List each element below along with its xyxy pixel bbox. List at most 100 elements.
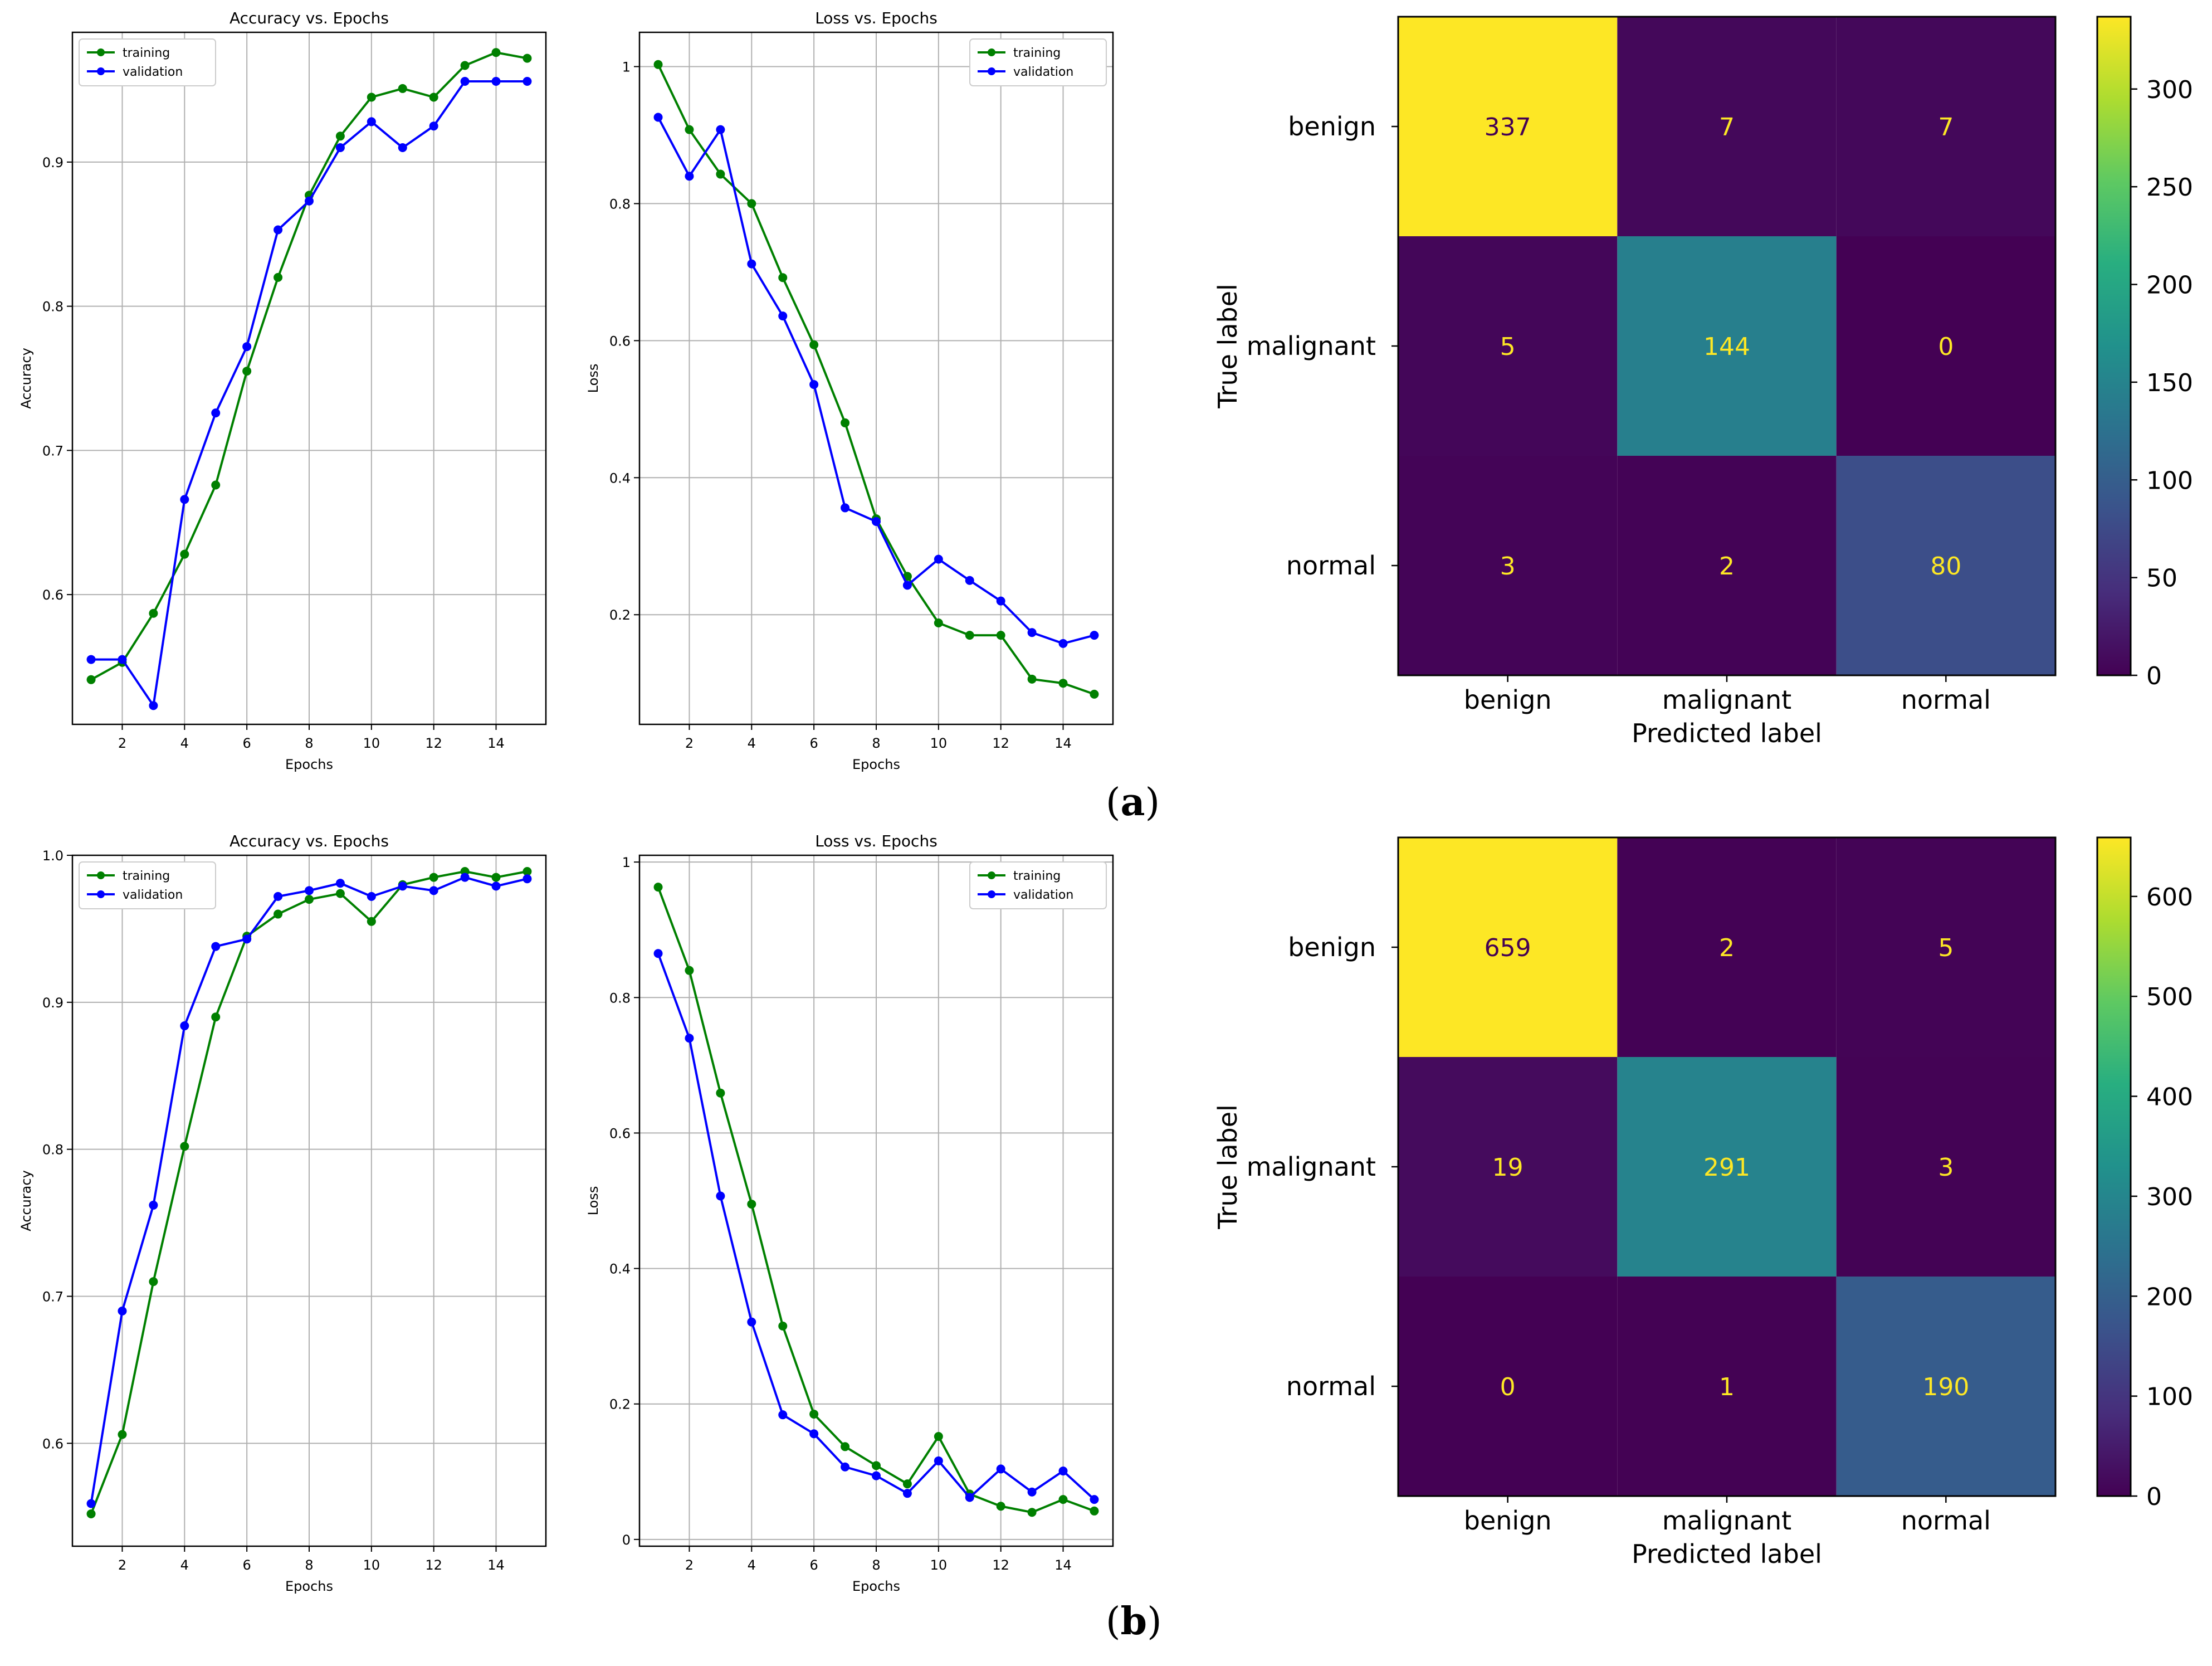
legend-label: validation bbox=[1013, 65, 1073, 79]
cell-value: 3 bbox=[1938, 1153, 1954, 1182]
data-point-validation bbox=[398, 143, 407, 152]
x-tick-label: 10 bbox=[363, 1557, 380, 1573]
heatmap-cell bbox=[1617, 456, 1837, 675]
data-point-training bbox=[398, 84, 407, 93]
y-tick-label: 0.6 bbox=[42, 587, 64, 603]
data-point-training bbox=[242, 367, 252, 376]
cell-value: 19 bbox=[1492, 1153, 1524, 1182]
colorbar-tick-label: 0 bbox=[2146, 662, 2162, 690]
row-label: normal bbox=[1286, 551, 1376, 581]
colorbar-tick-label: 200 bbox=[2146, 1283, 2193, 1311]
x-tick-label: 12 bbox=[992, 1557, 1009, 1573]
x-tick-label: 10 bbox=[930, 1557, 948, 1573]
colorbar-tick-label: 100 bbox=[2146, 1383, 2193, 1411]
legend-swatch-marker bbox=[988, 48, 995, 56]
y-tick-label: 0.2 bbox=[609, 1397, 631, 1412]
data-point-training bbox=[429, 873, 438, 882]
data-point-validation bbox=[429, 886, 438, 895]
data-point-validation bbox=[242, 342, 252, 352]
data-point-validation bbox=[1027, 628, 1037, 637]
cell-value: 2 bbox=[1719, 552, 1735, 581]
data-point-training bbox=[1090, 689, 1099, 699]
data-point-validation bbox=[809, 1429, 819, 1439]
colorbar-tick-label: 100 bbox=[2146, 466, 2193, 495]
column-label: benign bbox=[1464, 685, 1552, 715]
data-point-validation bbox=[996, 596, 1005, 606]
data-point-validation bbox=[872, 517, 881, 527]
data-point-validation bbox=[778, 1410, 788, 1420]
legend-swatch-marker bbox=[97, 48, 105, 56]
y-axis-label: Accuracy bbox=[18, 348, 34, 409]
data-point-training bbox=[778, 273, 788, 282]
cell-value: 190 bbox=[1922, 1373, 1969, 1401]
data-point-validation bbox=[747, 1317, 756, 1327]
data-point-training bbox=[1090, 1506, 1099, 1516]
colorbar bbox=[2096, 16, 2132, 676]
legend-box bbox=[79, 861, 216, 909]
data-point-validation bbox=[523, 76, 532, 86]
data-point-training bbox=[965, 631, 974, 640]
data-point-validation bbox=[274, 225, 283, 235]
x-axis-label: Epochs bbox=[852, 757, 900, 772]
x-axis-label: Predicted label bbox=[1632, 718, 1822, 748]
heatmap-cell bbox=[1836, 1057, 2055, 1277]
x-tick-label: 8 bbox=[872, 1557, 880, 1573]
x-axis-label: Epochs bbox=[852, 1579, 900, 1594]
y-tick-label: 0.8 bbox=[42, 1142, 64, 1158]
x-tick-label: 8 bbox=[872, 735, 880, 751]
colorbar-tick-label: 50 bbox=[2146, 564, 2177, 593]
y-axis-label: Loss bbox=[585, 364, 601, 393]
x-tick-label: 2 bbox=[685, 735, 694, 751]
legend-swatch-marker bbox=[988, 890, 995, 898]
chart-b-loss: 2 4 6 8 10 12 14 0 0.2 0.4 0.6 0.8 1 Loss vs. Epochs E… bbox=[585, 832, 1114, 1594]
data-point-validation bbox=[305, 886, 314, 895]
data-point-training bbox=[523, 53, 532, 63]
data-point-training bbox=[86, 1509, 96, 1518]
x-axis-label: Predicted label bbox=[1632, 1539, 1822, 1569]
data-point-validation bbox=[716, 1191, 725, 1201]
data-point-validation bbox=[523, 874, 532, 884]
x-tick-label: 8 bbox=[305, 735, 313, 751]
x-tick-label: 12 bbox=[425, 1557, 442, 1573]
data-point-training bbox=[934, 1432, 943, 1441]
y-tick-label: 0.6 bbox=[42, 1436, 64, 1451]
y-tick-label: 0.7 bbox=[42, 1289, 64, 1304]
data-point-validation bbox=[305, 196, 314, 206]
data-point-training bbox=[211, 1012, 221, 1022]
y-tick-label: 1 bbox=[622, 59, 631, 75]
cell-value: 7 bbox=[1719, 113, 1735, 142]
data-point-validation bbox=[809, 380, 819, 389]
legend-label: training bbox=[123, 46, 170, 60]
column-label: benign bbox=[1464, 1506, 1552, 1536]
data-point-validation bbox=[841, 1462, 850, 1472]
data-point-validation bbox=[778, 311, 788, 321]
x-tick-label: 10 bbox=[363, 735, 380, 751]
heatmap-cell bbox=[1836, 1277, 2055, 1496]
data-point-validation bbox=[934, 1456, 943, 1465]
cell-value: 5 bbox=[1938, 934, 1954, 962]
x-tick-label: 6 bbox=[810, 1557, 818, 1573]
row-label: benign bbox=[1288, 932, 1376, 962]
x-tick-label: 14 bbox=[1054, 735, 1072, 751]
cell-value: 0 bbox=[1938, 333, 1954, 361]
data-point-training bbox=[523, 867, 532, 876]
data-point-training bbox=[902, 1479, 912, 1489]
chart-title: Accuracy vs. Epochs bbox=[229, 832, 389, 850]
chart-a-loss: 2 4 6 8 10 12 14 0.2 0.4 0.6 0.8 1 Loss vs. Epochs Ep… bbox=[585, 9, 1114, 772]
legend-box bbox=[969, 38, 1107, 86]
x-tick-label: 14 bbox=[487, 1557, 505, 1573]
chart-a-accuracy: 2 4 6 8 10 12 14 0.6 0.7 0.8 0.9 Accuracy vs. Epoch… bbox=[18, 9, 547, 772]
data-point-validation bbox=[1090, 631, 1099, 640]
data-point-validation bbox=[841, 503, 850, 513]
data-point-training bbox=[653, 60, 663, 69]
data-point-training bbox=[305, 895, 314, 904]
data-point-training bbox=[274, 909, 283, 919]
y-tick-label: 1 bbox=[622, 855, 631, 870]
heatmap-cell bbox=[1398, 1057, 1618, 1277]
data-point-training bbox=[747, 1200, 756, 1209]
chart-b-accuracy: 2 4 6 8 10 12 14 0.6 0.7 0.8 0.9 1.0 Accuracy vs. Ep… bbox=[18, 832, 547, 1594]
data-point-validation bbox=[86, 1499, 96, 1508]
data-point-training bbox=[934, 618, 943, 628]
cell-value: 337 bbox=[1485, 113, 1531, 142]
cell-value: 2 bbox=[1719, 934, 1735, 962]
